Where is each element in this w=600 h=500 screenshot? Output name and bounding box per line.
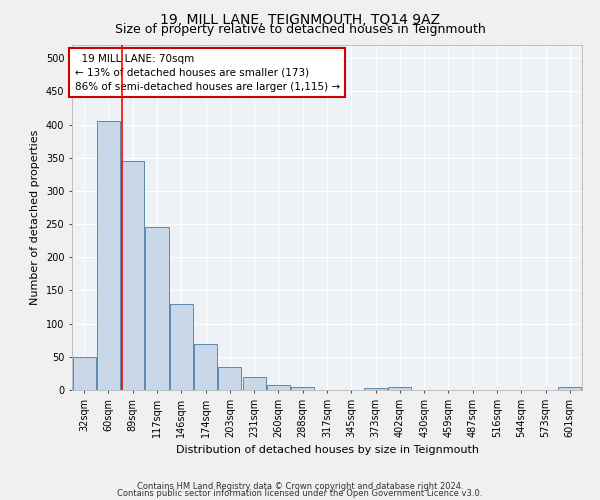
Bar [121, 161, 144, 390]
Bar [291, 386, 314, 390]
Bar [559, 386, 581, 390]
Bar [97, 122, 120, 390]
Bar [145, 228, 169, 390]
Text: Contains public sector information licensed under the Open Government Licence v3: Contains public sector information licen… [118, 489, 482, 498]
X-axis label: Distribution of detached houses by size in Teignmouth: Distribution of detached houses by size … [176, 446, 479, 456]
Bar [364, 388, 387, 390]
Text: Size of property relative to detached houses in Teignmouth: Size of property relative to detached ho… [115, 22, 485, 36]
Text: 19 MILL LANE: 70sqm
← 13% of detached houses are smaller (173)
86% of semi-detac: 19 MILL LANE: 70sqm ← 13% of detached ho… [74, 54, 340, 92]
Bar [170, 304, 193, 390]
Bar [388, 386, 412, 390]
Text: 19, MILL LANE, TEIGNMOUTH, TQ14 9AZ: 19, MILL LANE, TEIGNMOUTH, TQ14 9AZ [160, 12, 440, 26]
Bar [242, 376, 266, 390]
Bar [218, 367, 241, 390]
Bar [73, 357, 95, 390]
Text: Contains HM Land Registry data © Crown copyright and database right 2024.: Contains HM Land Registry data © Crown c… [137, 482, 463, 491]
Bar [194, 344, 217, 390]
Bar [267, 386, 290, 390]
Y-axis label: Number of detached properties: Number of detached properties [30, 130, 40, 305]
